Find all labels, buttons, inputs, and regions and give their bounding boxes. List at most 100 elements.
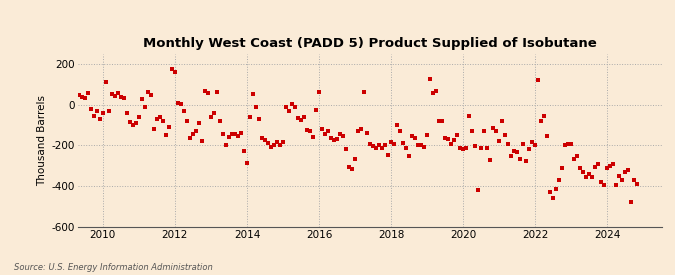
Point: [527, 140, 538, 144]
Point: [136, 97, 147, 102]
Point: [298, 115, 309, 119]
Point: [233, 134, 244, 138]
Point: [310, 108, 321, 112]
Point: [626, 200, 637, 205]
Point: [196, 139, 207, 144]
Point: [545, 190, 556, 194]
Point: [551, 187, 562, 191]
Point: [76, 95, 87, 100]
Point: [109, 94, 120, 99]
Point: [304, 129, 315, 133]
Point: [82, 91, 93, 96]
Point: [602, 166, 613, 170]
Point: [578, 170, 589, 174]
Point: [542, 134, 553, 138]
Point: [473, 188, 484, 192]
Point: [371, 146, 381, 151]
Point: [103, 109, 114, 113]
Point: [632, 182, 643, 186]
Point: [419, 145, 430, 150]
Point: [494, 139, 505, 144]
Point: [374, 143, 385, 148]
Point: [485, 157, 495, 162]
Point: [148, 127, 159, 131]
Point: [506, 153, 517, 158]
Point: [173, 100, 184, 105]
Point: [167, 67, 178, 71]
Point: [200, 89, 211, 94]
Point: [341, 147, 352, 152]
Point: [302, 128, 313, 132]
Point: [581, 175, 592, 179]
Point: [530, 143, 541, 148]
Point: [521, 158, 532, 163]
Point: [80, 96, 90, 101]
Point: [614, 174, 625, 178]
Point: [407, 134, 418, 138]
Point: [398, 141, 408, 145]
Point: [155, 115, 165, 119]
Point: [209, 111, 219, 115]
Point: [422, 133, 433, 137]
Point: [293, 116, 304, 120]
Point: [338, 134, 348, 138]
Point: [557, 166, 568, 170]
Point: [416, 143, 427, 148]
Point: [590, 164, 601, 169]
Point: [386, 140, 397, 144]
Point: [266, 145, 277, 150]
Point: [599, 183, 610, 187]
Point: [584, 172, 595, 176]
Point: [389, 142, 400, 147]
Point: [176, 101, 186, 106]
Point: [350, 156, 360, 161]
Point: [254, 117, 265, 121]
Point: [425, 77, 435, 81]
Point: [404, 153, 414, 158]
Point: [380, 143, 391, 148]
Point: [434, 119, 445, 123]
Point: [242, 161, 252, 165]
Point: [202, 91, 213, 96]
Point: [124, 120, 135, 124]
Point: [128, 123, 138, 127]
Point: [182, 119, 192, 123]
Point: [467, 129, 478, 133]
Point: [515, 156, 526, 161]
Point: [134, 115, 144, 119]
Point: [611, 183, 622, 187]
Point: [277, 140, 288, 144]
Point: [113, 91, 124, 96]
Point: [608, 161, 619, 166]
Point: [211, 90, 222, 95]
Point: [221, 143, 232, 148]
Point: [377, 146, 387, 151]
Point: [323, 129, 333, 133]
Point: [163, 125, 174, 129]
Point: [497, 119, 508, 123]
Point: [130, 121, 141, 125]
Point: [593, 161, 604, 166]
Point: [70, 91, 81, 96]
Point: [68, 115, 78, 119]
Point: [620, 170, 631, 174]
Point: [413, 143, 424, 148]
Point: [392, 123, 402, 127]
Point: [281, 104, 292, 109]
Point: [449, 138, 460, 142]
Point: [358, 90, 369, 95]
Point: [488, 126, 499, 130]
Title: Monthly West Coast (PADD 5) Product Supplied of Isobutane: Monthly West Coast (PADD 5) Product Supp…: [142, 37, 597, 50]
Point: [194, 121, 205, 125]
Point: [503, 142, 514, 147]
Point: [206, 115, 217, 119]
Point: [95, 117, 105, 121]
Point: [275, 143, 286, 148]
Point: [329, 138, 340, 142]
Point: [269, 143, 279, 148]
Point: [290, 104, 300, 109]
Point: [500, 133, 511, 137]
Point: [455, 146, 466, 151]
Point: [617, 178, 628, 182]
Point: [524, 147, 535, 152]
